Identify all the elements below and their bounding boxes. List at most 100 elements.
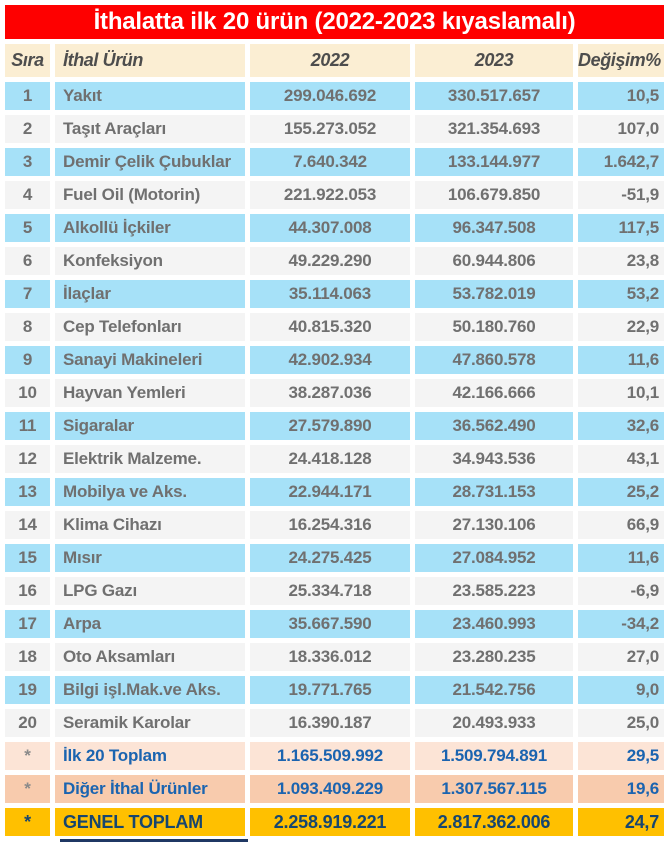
table-row: 8 Cep Telefonları 40.815.320 50.180.760 … [5,313,665,341]
value-2023-cell: 1.509.794.891 [415,742,573,770]
change-cell: 22,9 [578,313,665,341]
rank-cell: 18 [5,643,50,671]
change-cell: 53,2 [578,280,665,308]
product-cell: Klima Cihazı [55,511,245,539]
col-header-2023: 2023 [415,44,573,77]
rank-cell: 1 [5,82,50,110]
table-row: * GENEL TOPLAM 2.258.919.221 2.817.362.0… [5,808,665,836]
product-cell: Hayvan Yemleri [55,379,245,407]
table-row: 18 Oto Aksamları 18.336.012 23.280.235 2… [5,643,665,671]
change-cell: 117,5 [578,214,665,242]
change-cell: 23,8 [578,247,665,275]
table-row: * Diğer İthal Ürünler 1.093.409.229 1.30… [5,775,665,803]
value-2022-cell: 22.944.171 [250,478,410,506]
table-row: 7 İlaçlar 35.114.063 53.782.019 53,2 [5,280,665,308]
product-cell: İlaçlar [55,280,245,308]
table-row: 2 Taşıt Araçları 155.273.052 321.354.693… [5,115,665,143]
value-2022-cell: 25.334.718 [250,577,410,605]
value-2022-cell: 40.815.320 [250,313,410,341]
change-cell: 43,1 [578,445,665,473]
value-2023-cell: 133.144.977 [415,148,573,176]
value-2022-cell: 24.275.425 [250,544,410,572]
value-2023-cell: 36.562.490 [415,412,573,440]
table-row: 20 Seramik Karolar 16.390.187 20.493.933… [5,709,665,737]
table-row: 12 Elektrik Malzeme. 24.418.128 34.943.5… [5,445,665,473]
rank-cell: 2 [5,115,50,143]
product-cell: Sigaralar [55,412,245,440]
change-cell: 32,6 [578,412,665,440]
value-2023-cell: 21.542.756 [415,676,573,704]
col-header-2022: 2022 [250,44,410,77]
value-2022-cell: 35.667.590 [250,610,410,638]
change-cell: 24,7 [578,808,665,836]
product-cell: Taşıt Araçları [55,115,245,143]
rank-cell: 9 [5,346,50,374]
value-2023-cell: 42.166.666 [415,379,573,407]
table-row: 14 Klima Cihazı 16.254.316 27.130.106 66… [5,511,665,539]
change-cell: 29,5 [578,742,665,770]
product-cell: Diğer İthal Ürünler [55,775,245,803]
change-cell: 11,6 [578,544,665,572]
value-2023-cell: 2.817.362.006 [415,808,573,836]
rank-cell: 16 [5,577,50,605]
product-cell: Sanayi Makineleri [55,346,245,374]
product-cell: GENEL TOPLAM [55,808,245,836]
table-row: 6 Konfeksiyon 49.229.290 60.944.806 23,8 [5,247,665,275]
value-2023-cell: 34.943.536 [415,445,573,473]
table-body: 1 Yakıt 299.046.692 330.517.657 10,5 2 T… [5,82,665,836]
rank-cell: 13 [5,478,50,506]
value-2023-cell: 27.084.952 [415,544,573,572]
value-2023-cell: 106.679.850 [415,181,573,209]
rank-cell: 8 [5,313,50,341]
change-cell: 27,0 [578,643,665,671]
value-2023-cell: 47.860.578 [415,346,573,374]
value-2022-cell: 38.287.036 [250,379,410,407]
rank-cell: 20 [5,709,50,737]
change-cell: 10,5 [578,82,665,110]
change-cell: -34,2 [578,610,665,638]
product-cell: Mobilya ve Aks. [55,478,245,506]
product-cell: Arpa [55,610,245,638]
value-2022-cell: 35.114.063 [250,280,410,308]
table-row: * İlk 20 Toplam 1.165.509.992 1.509.794.… [5,742,665,770]
value-2022-cell: 7.640.342 [250,148,410,176]
table-row: 5 Alkollü İçkiler 44.307.008 96.347.508 … [5,214,665,242]
change-cell: 10,1 [578,379,665,407]
col-header-product: İthal Ürün [55,44,245,77]
product-cell: LPG Gazı [55,577,245,605]
rank-cell: * [5,808,50,836]
change-cell: 25,2 [578,478,665,506]
value-2022-cell: 1.165.509.992 [250,742,410,770]
rank-cell: 12 [5,445,50,473]
product-cell: Oto Aksamları [55,643,245,671]
product-cell: Fuel Oil (Motorin) [55,181,245,209]
product-cell: Demir Çelik Çubuklar [55,148,245,176]
rank-cell: 15 [5,544,50,572]
column-header-row: Sıra İthal Ürün 2022 2023 Değişim% [5,44,665,77]
product-cell: Konfeksiyon [55,247,245,275]
value-2022-cell: 299.046.692 [250,82,410,110]
change-cell: 19,6 [578,775,665,803]
value-2023-cell: 27.130.106 [415,511,573,539]
product-cell: Bilgi işl.Mak.ve Aks. [55,676,245,704]
product-cell: Seramik Karolar [55,709,245,737]
change-cell: 25,0 [578,709,665,737]
rank-cell: 4 [5,181,50,209]
col-header-change: Değişim% [578,44,665,77]
value-2022-cell: 18.336.012 [250,643,410,671]
rank-cell: 19 [5,676,50,704]
product-cell: Mısır [55,544,245,572]
table-title: İthalatta ilk 20 ürün (2022-2023 kıyasla… [5,5,665,39]
value-2022-cell: 155.273.052 [250,115,410,143]
rank-cell: 7 [5,280,50,308]
rank-cell: 10 [5,379,50,407]
table-row: 4 Fuel Oil (Motorin) 221.922.053 106.679… [5,181,665,209]
value-2022-cell: 49.229.290 [250,247,410,275]
value-2022-cell: 24.418.128 [250,445,410,473]
value-2022-cell: 221.922.053 [250,181,410,209]
value-2023-cell: 23.280.235 [415,643,573,671]
change-cell: 11,6 [578,346,665,374]
value-2023-cell: 23.460.993 [415,610,573,638]
